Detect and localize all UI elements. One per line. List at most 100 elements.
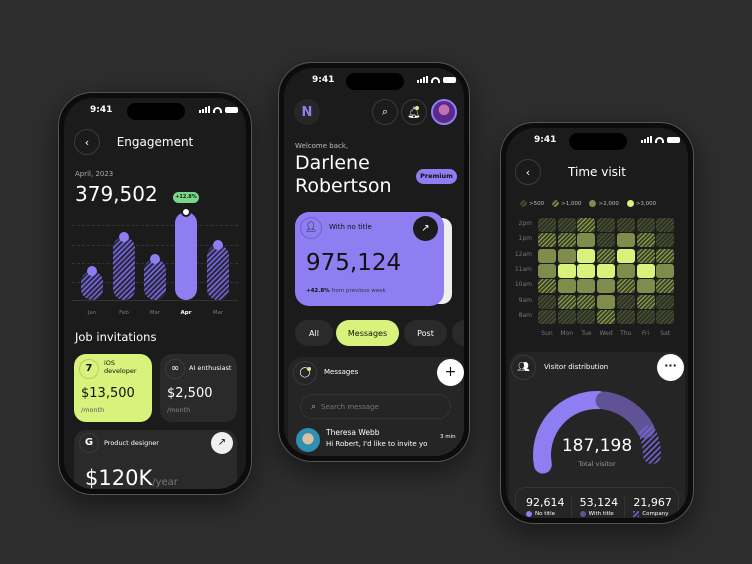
heatmap-cell: [577, 248, 596, 263]
job-period: /month: [81, 406, 105, 414]
tab-post[interactable]: Post: [404, 320, 447, 346]
stat-with-title: 53,124 With title: [570, 496, 625, 518]
bar-point: [119, 231, 129, 242]
chart-bar: [81, 270, 103, 300]
heatmap-cell: [538, 294, 556, 309]
job-card-product[interactable]: G Product designer ↗ $120K/year: [74, 430, 237, 489]
premium-badge: Premium: [416, 169, 457, 184]
phone-home: 9:41 N ⌕ 🔔︎ Welcome back, Darlene Roberts…: [278, 62, 470, 462]
heatmap-cell: [597, 218, 616, 232]
users-icon: 👥︎: [511, 355, 536, 380]
notifications-button[interactable]: 🔔︎: [401, 99, 427, 125]
heatmap-cell: [597, 294, 616, 309]
meta-logo-icon: ∞: [165, 359, 185, 379]
stat-value: 92,614: [526, 496, 565, 509]
app-logo-icon[interactable]: N: [294, 99, 320, 125]
stats-card[interactable]: 👤︎ With no title ↗ 975,124 +42.8% from p…: [295, 212, 444, 306]
period-label: April, 2023: [75, 170, 114, 178]
heatmap-cell: [597, 263, 616, 278]
chart-bar: [144, 258, 166, 300]
heatmap-cell: [636, 248, 655, 263]
signal-icon: [641, 136, 652, 143]
heatmap-day-label: Mon: [560, 330, 574, 337]
gridline: [72, 225, 238, 226]
heatmap-row-label: 11am: [514, 265, 532, 273]
heatmap-cell: [538, 309, 556, 324]
heatmap-cell: [557, 233, 576, 248]
plus-icon: +: [444, 364, 457, 380]
heatmap-cell: [616, 263, 635, 278]
status-icons: [641, 136, 680, 143]
stat-value: 21,967: [633, 496, 672, 509]
time-visit-heatmap: 2pm 1pm 12am 11am 10am 9am 8am Sun Mon Tue Wed Thu F…: [506, 128, 688, 348]
heatmap-cell: [636, 233, 655, 248]
user-icon: 👤︎: [300, 217, 322, 239]
job-card-ai[interactable]: ∞ AI enthusiast $2,500 /month: [160, 354, 237, 422]
heatmap-day-label: Wed: [599, 330, 613, 337]
heatmap-cell: [656, 233, 675, 248]
search-icon: ⌕: [311, 401, 317, 412]
heatmap-cell: [616, 218, 635, 232]
heatmap-cell: [538, 263, 556, 278]
messages-panel: ◯ Messages + ⌕ Theresa Webb Hi Robert, I…: [288, 357, 464, 456]
heatmap-cell: [577, 218, 596, 232]
heatmap-cell: [557, 279, 576, 294]
chevron-left-icon: ‹: [525, 165, 531, 179]
tab-more[interactable]: [452, 320, 464, 346]
wifi-icon: [213, 106, 222, 113]
signal-icon: [199, 106, 210, 113]
wifi-icon: [655, 136, 664, 143]
stat-label: Company: [642, 511, 669, 517]
job-section-title: Job invitations: [75, 330, 157, 344]
status-icons: [417, 76, 456, 83]
google-logo-icon: G: [79, 433, 99, 453]
avatar[interactable]: [431, 99, 457, 125]
page-title: Engagement: [116, 135, 194, 149]
heatmap-cell: [636, 218, 655, 232]
open-job-button[interactable]: ↗: [211, 432, 233, 454]
wise-logo-icon: 7: [79, 359, 99, 379]
heatmap-cell: [557, 218, 576, 232]
search-button[interactable]: ⌕: [372, 99, 398, 125]
card-label: With no title: [329, 223, 372, 231]
stat-company: 21,967 Company: [624, 496, 678, 518]
open-card-button[interactable]: ↗: [413, 216, 438, 241]
heatmap-row-label: 9am: [518, 296, 532, 304]
sender-name[interactable]: Theresa Webb: [326, 428, 380, 437]
status-time: 9:41: [312, 75, 335, 85]
back-button[interactable]: ‹: [515, 159, 541, 185]
more-options-button[interactable]: ···: [657, 354, 684, 381]
home-screen: 9:41 N ⌕ 🔔︎ Welcome back, Darlene Roberts…: [284, 68, 464, 456]
new-message-button[interactable]: +: [437, 359, 464, 386]
heatmap-cell: [616, 294, 635, 309]
heatmap-cell: [577, 279, 596, 294]
job-period: /year: [152, 477, 178, 488]
phone-time-visit: 9:41 ‹ Time visit >500 >1,000 >2,000 >3,…: [500, 122, 694, 524]
back-button[interactable]: ‹: [74, 129, 100, 155]
dynamic-island: [127, 103, 185, 120]
heatmap-cell: [616, 279, 635, 294]
message-preview[interactable]: Hi Robert, I'd like to invite yo: [326, 440, 428, 448]
heatmap-cell: [636, 309, 655, 324]
gridline: [72, 245, 238, 246]
battery-icon: [443, 76, 456, 83]
heatmap-cell: [538, 233, 556, 248]
change-badge: +12.8%: [173, 192, 199, 203]
tab-all[interactable]: All: [295, 320, 333, 346]
search-message-field[interactable]: ⌕: [300, 394, 451, 419]
tab-messages[interactable]: Messages: [336, 320, 399, 346]
heatmap-row-label: 12am: [514, 250, 532, 258]
total-value: 379,502: [75, 182, 158, 206]
stat-label: No title: [535, 511, 555, 517]
job-card-ios[interactable]: 7 iOS developer $13,500 /month: [74, 354, 152, 422]
search-message-input[interactable]: [321, 402, 432, 411]
chart-bar: [113, 236, 135, 300]
heatmap-cell: [557, 263, 576, 278]
heatmap-cell: [557, 309, 576, 324]
heatmap-day-label: Thu: [620, 330, 632, 337]
job-title: Product designer: [104, 439, 159, 447]
status-icons: [199, 106, 238, 113]
status-time: 9:41: [90, 105, 113, 115]
job-amount-value: $120K: [85, 466, 153, 489]
dynamic-island: [346, 73, 404, 90]
